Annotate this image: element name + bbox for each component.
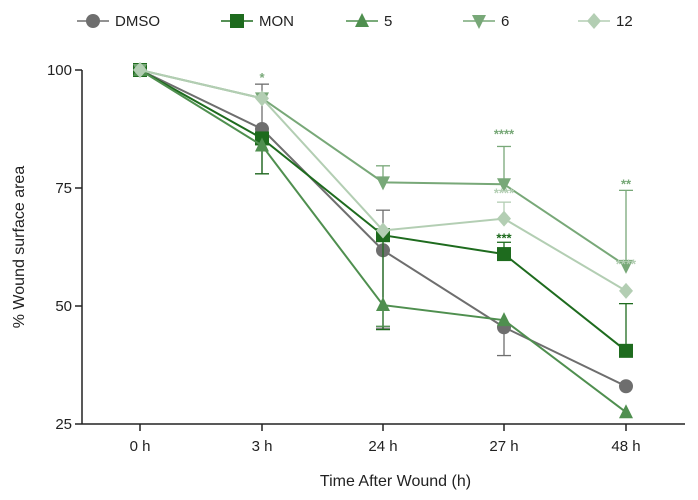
legend-item-12: 12: [578, 13, 633, 30]
data-point: [133, 62, 147, 78]
data-point: [376, 297, 390, 312]
legend-marker: [587, 13, 601, 29]
legend-marker: [355, 13, 369, 27]
x-tick-label: 27 h: [489, 438, 518, 455]
y-ticks: 25 50 75 100: [47, 62, 82, 433]
annotations: ******************: [259, 70, 637, 271]
error-bar: [497, 145, 511, 185]
axes: 25 50 75 100 0 h 3 h 24 h 27 h 48 h % Wound sur…: [11, 62, 685, 490]
series-layer: [133, 62, 633, 419]
significance-label: ****: [494, 127, 515, 142]
legend-label: MON: [259, 13, 294, 30]
significance-label: ****: [494, 186, 515, 201]
data-point: [376, 222, 390, 239]
legend-item-mon: MON: [221, 13, 294, 30]
data-point: [619, 379, 633, 394]
legend-marker: [472, 15, 486, 29]
x-axis-title: Time After Wound (h): [320, 473, 471, 490]
data-point: [619, 343, 633, 358]
y-axis-title: % Wound surface area: [11, 166, 28, 329]
y-tick-label: 75: [55, 180, 72, 197]
x-ticks: 0 h 3 h 24 h 27 h 48 h: [130, 424, 641, 455]
x-tick-label: 3 h: [252, 438, 273, 455]
data-point: [255, 137, 269, 152]
data-point: [619, 282, 633, 299]
x-tick-label: 48 h: [611, 438, 640, 455]
data-point: [497, 210, 511, 227]
legend-label: 5: [384, 13, 392, 30]
significance-label: *: [259, 70, 265, 85]
legend-label: 6: [501, 13, 509, 30]
legend-item-5: 5: [346, 13, 392, 30]
legend-marker: [86, 14, 100, 28]
error-bar: [619, 189, 633, 266]
y-tick-label: 50: [55, 298, 72, 315]
data-point: [376, 176, 390, 191]
legend: DMSO MON 5 6 12: [77, 13, 633, 30]
x-tick-label: 0 h: [130, 438, 151, 455]
legend-item-6: 6: [463, 13, 509, 30]
significance-label: **: [621, 176, 632, 191]
significance-label: ****: [616, 257, 637, 272]
y-tick-label: 100: [47, 62, 72, 79]
series-12: [133, 62, 633, 299]
legend-marker: [230, 14, 244, 28]
data-point: [619, 259, 633, 274]
legend-label: DMSO: [115, 13, 160, 30]
legend-item-dmso: DMSO: [77, 13, 160, 30]
data-point: [497, 247, 511, 262]
error-bar: [619, 302, 633, 351]
data-point: [497, 312, 511, 327]
data-point: [497, 178, 511, 193]
y-tick-label: 25: [55, 416, 72, 433]
significance-label: ***: [496, 231, 512, 246]
x-tick-label: 24 h: [368, 438, 397, 455]
data-point: [255, 90, 269, 107]
data-point: [619, 404, 633, 419]
legend-label: 12: [616, 13, 633, 30]
